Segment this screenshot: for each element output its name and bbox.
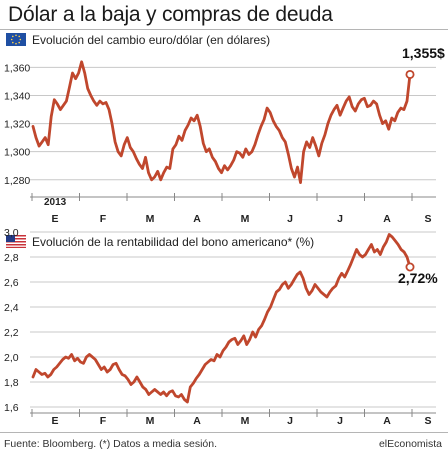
x-tick-label: S <box>424 415 431 427</box>
callout-label: 1,355$ <box>402 45 445 61</box>
chart1-title: Evolución del cambio euro/dólar (en dóla… <box>32 33 271 47</box>
x-tick-label: M <box>241 213 250 225</box>
top-divider <box>0 29 448 30</box>
x-tick-label: J <box>337 213 343 225</box>
y-tick-label: 2,2 <box>4 327 19 339</box>
x-tick-label: F <box>100 415 107 427</box>
x-tick-label: A <box>383 415 391 427</box>
callout-label: 2,72% <box>398 270 438 286</box>
bottom-divider <box>0 432 448 433</box>
y-tick-label: 1,320 <box>4 119 30 131</box>
x-tick-label: M <box>241 415 250 427</box>
x-tick-label: J <box>287 213 293 225</box>
series-line <box>31 60 412 185</box>
y-tick-label: 3,0 <box>4 227 19 239</box>
brand-label: elEconomista <box>378 438 442 450</box>
y-tick-label: 1,6 <box>4 402 19 414</box>
x-tick-label: S <box>424 213 431 225</box>
x-tick-label: E <box>51 415 58 427</box>
y-tick-label: 1,280 <box>4 175 30 187</box>
y-tick-label: 2,4 <box>4 302 19 314</box>
x-tick-label: A <box>383 213 391 225</box>
y-tick-label: 1,8 <box>4 377 19 389</box>
chart2-title: Evolución de la rentabilidad del bono am… <box>32 235 315 249</box>
y-tick-label: 2,8 <box>4 252 19 264</box>
x-tick-label: E <box>51 213 58 225</box>
source-note: Fuente: Bloomberg. (*) Datos a media ses… <box>4 438 218 450</box>
page-title: Dólar a la baja y compras de deuda <box>8 3 333 26</box>
x-tick-label: M <box>146 415 155 427</box>
y-tick-label: 2,6 <box>4 277 19 289</box>
y-tick-label: 1,300 <box>4 147 30 159</box>
year-label: 2013 <box>44 197 67 208</box>
x-tick-label: A <box>193 415 201 427</box>
x-tick-label: A <box>193 213 201 225</box>
x-tick-label: J <box>337 415 343 427</box>
series-line <box>31 233 412 404</box>
end-point-marker <box>405 69 415 79</box>
end-point-marker <box>405 262 415 272</box>
y-tick-label: 2,0 <box>4 352 19 364</box>
y-tick-label: 1,360 <box>4 62 30 74</box>
us-flag-icon <box>6 235 26 248</box>
eu-flag-icon <box>6 33 26 46</box>
x-tick-label: F <box>100 213 107 225</box>
x-tick-label: J <box>287 415 293 427</box>
x-tick-label: M <box>146 213 155 225</box>
y-tick-label: 1,340 <box>4 91 30 103</box>
